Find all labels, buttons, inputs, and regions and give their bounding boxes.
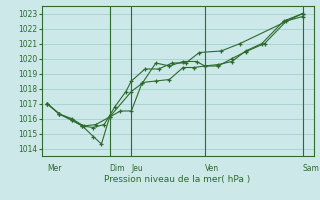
Text: Sam: Sam: [303, 164, 320, 173]
Text: Dim: Dim: [109, 164, 125, 173]
Text: Jeu: Jeu: [132, 164, 143, 173]
X-axis label: Pression niveau de la mer( hPa ): Pression niveau de la mer( hPa ): [104, 175, 251, 184]
Text: Ven: Ven: [205, 164, 219, 173]
Text: Mer: Mer: [47, 164, 61, 173]
